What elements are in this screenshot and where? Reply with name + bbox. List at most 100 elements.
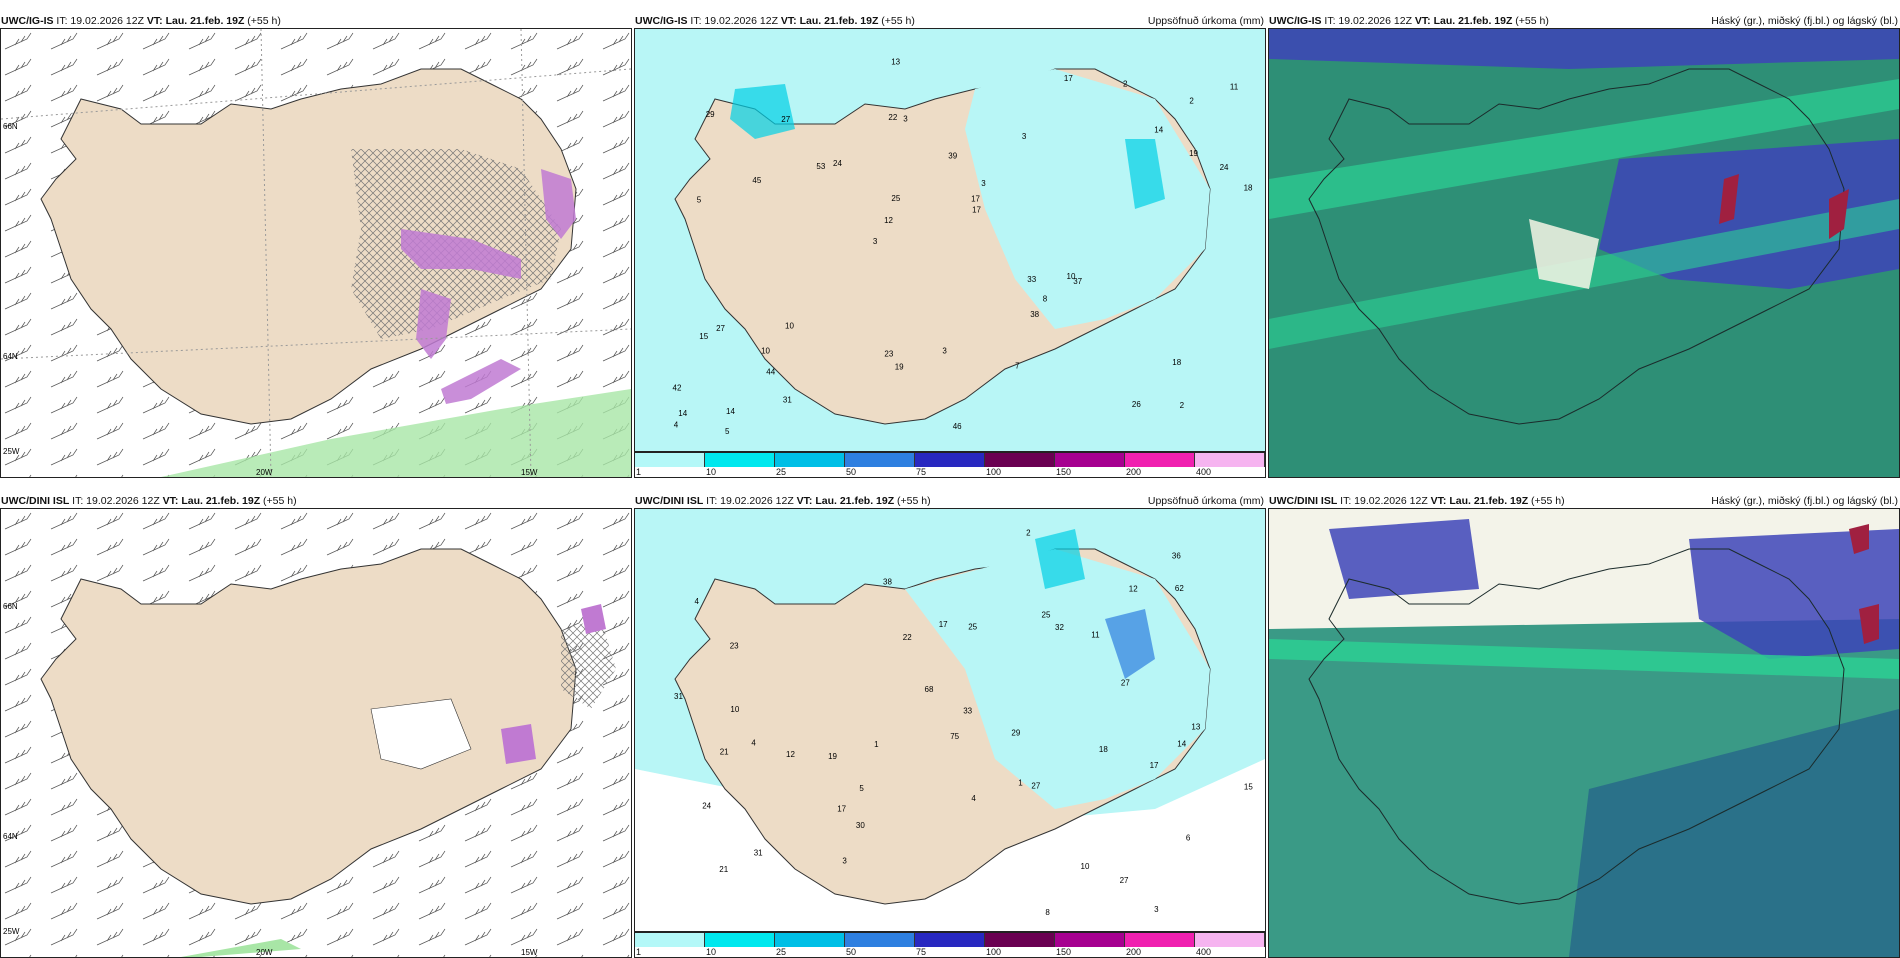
legend-tick-label: 10 [706, 467, 717, 477]
map-frame[interactable] [1268, 508, 1900, 958]
precip-heavy [1105, 609, 1155, 679]
legend-tick-label: 1 [636, 467, 642, 477]
precip-value: 33 [963, 707, 972, 716]
iceland-outline [1308, 68, 1845, 425]
high-cloud-band [1269, 639, 1899, 679]
map-frame[interactable]: 66N 64N 25W 20W 15W [0, 28, 632, 478]
legend-swatch [1125, 453, 1195, 467]
map-frame[interactable]: 66N 64N 25W 20W 15W [0, 508, 632, 958]
hatched-area [561, 619, 616, 709]
precip-value: 27 [1031, 782, 1040, 791]
precip-value: 13 [891, 58, 900, 67]
lat-label: 64N [3, 832, 18, 841]
precip-value: 2 [1123, 79, 1128, 88]
panel-header: UWC/IG-IS IT: 19.02.2026 12Z VT: Lau. 21… [635, 15, 915, 27]
precip-value: 27 [781, 115, 790, 124]
glacier-white [370, 698, 472, 770]
clear-area [1529, 219, 1599, 289]
precip-value: 8 [1043, 295, 1048, 304]
color-legend: 1 10 25 50 75 100 150 200 400 [634, 452, 1266, 478]
precip-value: 19 [1189, 149, 1198, 158]
red-cloud-cell [1859, 604, 1879, 644]
precip-value: 38 [1030, 310, 1039, 319]
mid-cloud-layer [1269, 29, 1899, 69]
panel-title: Háský (gr.), miðský (fj.bl.) og lágský (… [1711, 495, 1898, 507]
color-legend: 1 10 25 50 75 100 150 200 400 [634, 932, 1266, 958]
precip-value: 3 [1154, 905, 1159, 914]
lat-line [1, 328, 631, 360]
precip-value: 14 [1154, 126, 1163, 135]
precip-value: 62 [1175, 584, 1184, 593]
panel-header: UWC/IG-IS IT: 19.02.2026 12Z VT: Lau. 21… [1269, 15, 1549, 27]
legend-swatch [775, 933, 845, 947]
precip-map[interactable]: 2523314223927244244333729131833191223252… [635, 29, 1265, 451]
precip-value: 29 [706, 110, 715, 119]
precip-value: 14 [678, 409, 687, 418]
precip-value: 1 [874, 740, 879, 749]
precip-value: 12 [786, 750, 795, 759]
legend-swatch [1125, 933, 1195, 947]
snow-area [581, 604, 606, 634]
mid-cloud-layer [1329, 519, 1479, 599]
precip-value: 5 [859, 784, 864, 793]
snow-area [416, 289, 451, 359]
cloud-map[interactable] [1269, 509, 1899, 957]
precip-value: 22 [888, 113, 897, 122]
precip-value: 12 [1129, 584, 1138, 593]
snow-area [401, 229, 521, 279]
precip-heavy [1125, 139, 1165, 209]
legend-swatch [915, 933, 985, 947]
precip-value: 68 [925, 685, 934, 694]
precip-value: 32 [1055, 623, 1064, 632]
panel-ig-precip: UWC/IG-IS IT: 19.02.2026 12Z VT: Lau. 21… [634, 14, 1266, 478]
precip-value: 2 [1026, 529, 1031, 538]
legend-swatch [635, 933, 705, 947]
legend-tick-label: 10 [706, 947, 717, 957]
precip-value: 46 [953, 422, 962, 431]
precip-value: 14 [1177, 740, 1186, 749]
legend-tick-label: 100 [986, 467, 1002, 477]
precip-value: 4 [695, 597, 700, 606]
map-frame[interactable] [1268, 28, 1900, 478]
precip-value: 12 [884, 216, 893, 225]
precip-value: 29 [1011, 728, 1020, 737]
red-cloud-cell [1719, 174, 1739, 224]
map-frame[interactable]: 3 4 1 4 6 23 31 19 11 17 32 27 30 38 29 24 18 33 31 21 36 25 2… [634, 508, 1266, 932]
panel-dini-precip: UWC/DINI ISL IT: 19.02.2026 12Z VT: Lau.… [634, 494, 1266, 958]
precip-value: 25 [1042, 611, 1051, 620]
precip-value: 7 [1015, 362, 1020, 371]
iceland-outline [1308, 548, 1845, 905]
precip-heavy [1035, 529, 1085, 589]
precip-value: 3 [903, 115, 908, 124]
precip-value: 24 [702, 802, 711, 811]
map-frame[interactable]: 2 5 2 3 3 14 22 39 27 24 42 44 3 3 37 29 13 18 33 19 12 23 25 2… [634, 28, 1266, 452]
precip-value: 30 [856, 821, 865, 830]
precip-value: 10 [730, 705, 739, 714]
precip-value: 4 [751, 738, 756, 747]
precip-value: 3 [1022, 132, 1027, 141]
precip-value: 10 [761, 346, 770, 355]
legend-tick-label: 200 [1126, 947, 1142, 957]
precip-value: 53 [816, 162, 825, 171]
panel-ig-clouds: UWC/IG-IS IT: 19.02.2026 12Z VT: Lau. 21… [1268, 14, 1900, 478]
mid-cloud-layer [1689, 529, 1899, 659]
precip-value: 3 [981, 179, 986, 188]
wind-map[interactable]: 66N 64N 25W 20W 15W [1, 29, 631, 477]
panel-title: Uppsöfnuð úrkoma (mm) [1147, 15, 1264, 27]
precip-value: 25 [968, 623, 977, 632]
panel-ig-wind: UWC/IG-IS IT: 19.02.2026 12Z VT: Lau. 21… [0, 14, 632, 478]
legend-tick-label: 75 [916, 467, 927, 477]
precip-value: 5 [725, 427, 730, 436]
legend-tick-label: 50 [846, 467, 857, 477]
panel-dini-wind: UWC/DINI ISL IT: 19.02.2026 12Z VT: Lau.… [0, 494, 632, 958]
precip-value: 4 [971, 794, 976, 803]
wind-map[interactable]: 66N 64N 25W 20W 15W [1, 509, 631, 957]
precip-value: 33 [1027, 275, 1036, 284]
lat-label: 66N [3, 602, 18, 611]
precip-value: 14 [726, 407, 735, 416]
legend-swatch [635, 453, 705, 467]
legend-swatch [705, 933, 775, 947]
cloud-map[interactable] [1269, 29, 1899, 477]
